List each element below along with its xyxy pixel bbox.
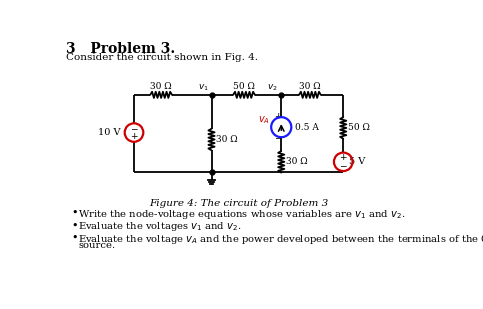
Text: Evaluate the voltage $v_A$ and the power developed between the terminals of the : Evaluate the voltage $v_A$ and the power… [78,233,483,246]
Text: $v_1$: $v_1$ [198,83,208,93]
Text: •: • [71,233,78,243]
Text: $v_2$: $v_2$ [268,83,278,93]
Text: •: • [71,208,78,218]
Text: 30 Ω: 30 Ω [299,82,321,91]
Text: Evaluate the voltages $v_1$ and $v_2$.: Evaluate the voltages $v_1$ and $v_2$. [78,220,242,233]
Text: +: + [274,112,282,121]
Text: −: − [274,133,282,142]
Text: 30 Ω: 30 Ω [150,82,172,91]
Text: +: + [340,153,347,162]
Text: •: • [71,220,78,230]
Text: 3   Problem 3.: 3 Problem 3. [66,42,175,56]
Text: Write the node-voltage equations whose variables are $v_1$ and $v_2$.: Write the node-voltage equations whose v… [78,208,406,221]
Text: Consider the circuit shown in Fig. 4.: Consider the circuit shown in Fig. 4. [66,53,258,62]
Text: 50 Ω: 50 Ω [233,82,255,91]
Text: source.: source. [78,241,115,250]
Text: $v_A$: $v_A$ [258,114,270,126]
Text: +: + [130,132,138,141]
Text: 30 Ω: 30 Ω [216,135,238,144]
Text: Figure 4: The circuit of Problem 3: Figure 4: The circuit of Problem 3 [149,199,328,208]
Text: 30 Ω: 30 Ω [286,157,308,166]
Text: −: − [340,162,347,171]
Text: 10 V: 10 V [98,128,120,137]
Text: 50 Ω: 50 Ω [348,123,369,133]
Text: 0.5 A: 0.5 A [295,123,319,132]
Text: −: − [130,124,138,133]
Text: 5 V: 5 V [349,157,365,166]
